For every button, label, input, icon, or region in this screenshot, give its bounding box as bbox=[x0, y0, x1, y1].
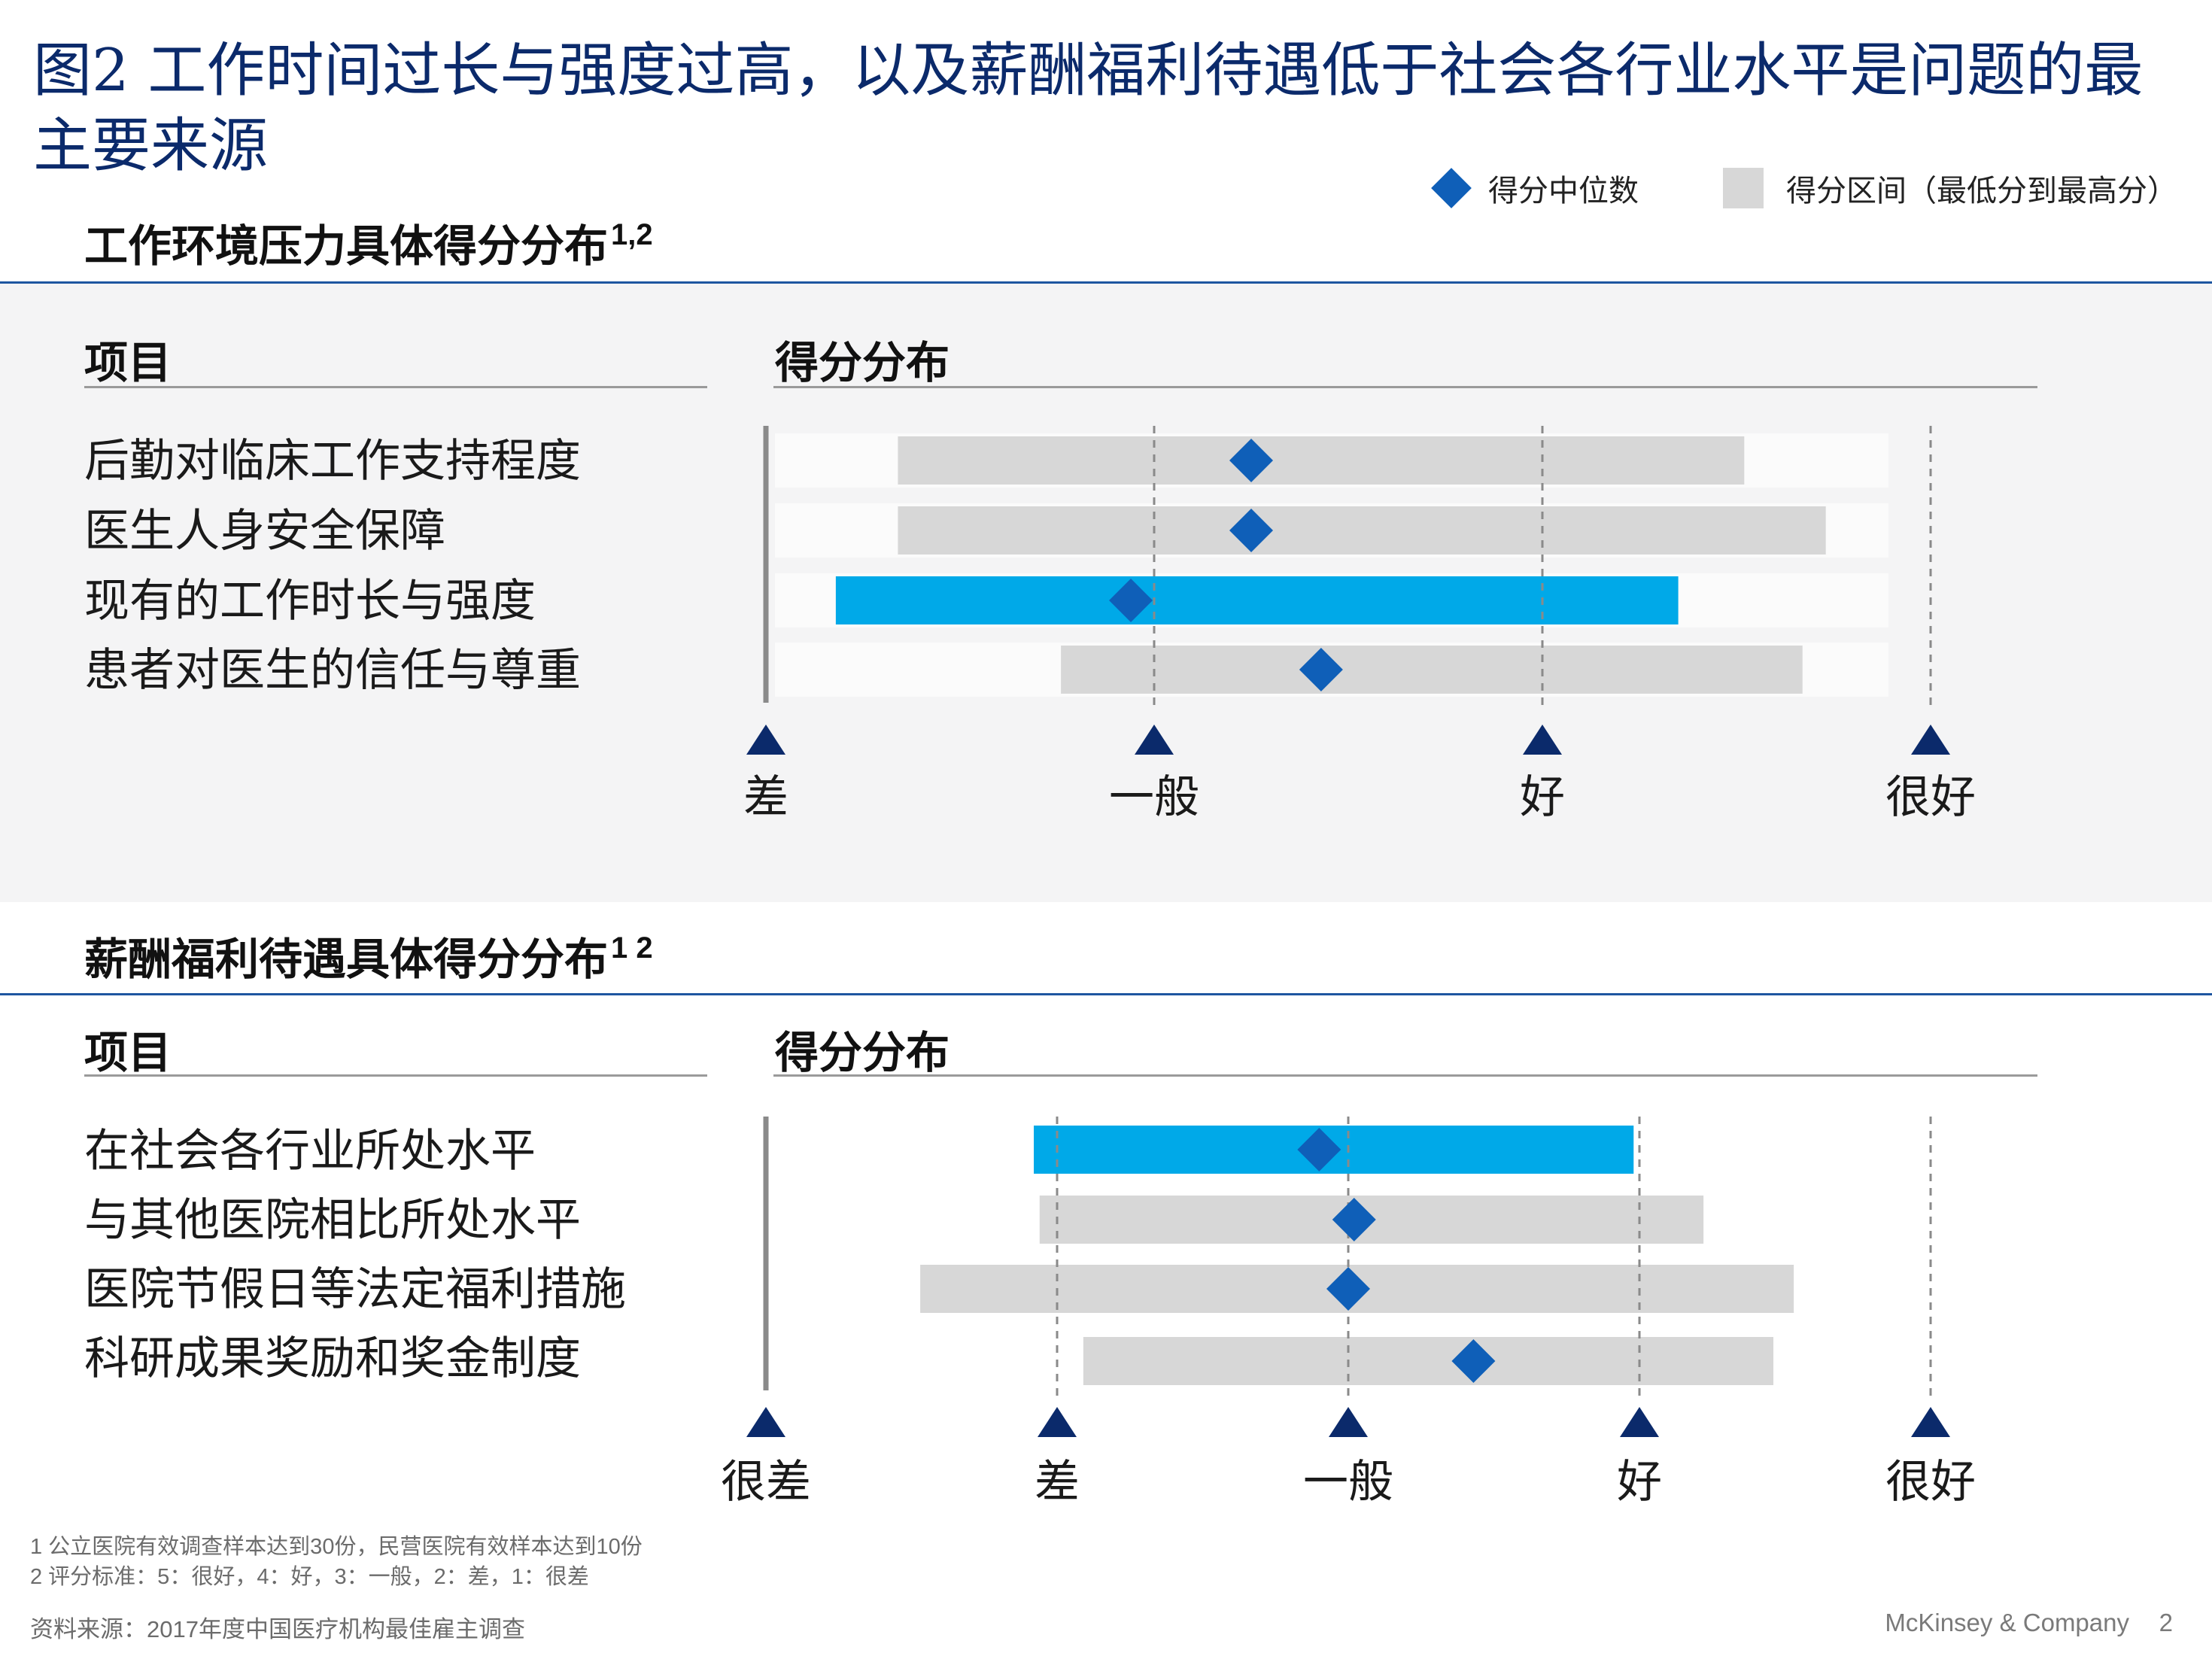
chart2-median-marker-4 bbox=[1451, 1339, 1496, 1383]
chart2-median-marker-3 bbox=[1326, 1267, 1370, 1311]
range-box-icon bbox=[1723, 168, 1764, 208]
chart1-tick-triangle-2 bbox=[1135, 725, 1174, 755]
chart1-item-header: 项目 bbox=[84, 337, 172, 388]
chart2-item-header: 项目 bbox=[84, 1027, 172, 1078]
chart1-median-marker-1 bbox=[1229, 439, 1273, 482]
chart1-row-label-2: 医生人身安全保障 bbox=[84, 505, 445, 558]
chart2-tick-label-5: 很好 bbox=[1885, 1456, 1976, 1509]
chart2-tick-triangle-5 bbox=[1911, 1407, 1950, 1437]
source-note: 资料来源：2017年度中国医疗机构最佳雇主调查 bbox=[30, 1616, 525, 1642]
chart2-median-marker-2 bbox=[1332, 1198, 1376, 1241]
chart1-score-header: 得分分布 bbox=[775, 337, 950, 388]
chart1-tick-triangle-3 bbox=[1523, 725, 1562, 755]
brand-name: McKinsey & Company bbox=[1885, 1609, 2129, 1636]
chart1-range-bar-3 bbox=[835, 576, 1679, 624]
chart2-row-label-2: 与其他医院相比所处水平 bbox=[84, 1194, 581, 1247]
chart1-title: 工作环境压力具体得分分布 1,2 bbox=[84, 218, 653, 272]
chart2-row-label-3: 医院节假日等法定福利措施 bbox=[84, 1263, 626, 1316]
page-number: 2 bbox=[2159, 1609, 2173, 1636]
legend-range-label: 得分区间（最低分到最高分） bbox=[1786, 174, 2177, 208]
chart2-score-rule bbox=[773, 1074, 2037, 1077]
legend-range: 得分区间（最低分到最高分） bbox=[1723, 167, 2177, 209]
footnote-2: 2 评分标准：5：很好，4：好，3：一般，2：差，1：很差 bbox=[30, 1565, 589, 1589]
chart2-tick-triangle-2 bbox=[1038, 1407, 1077, 1437]
chart1-median-marker-2 bbox=[1229, 509, 1273, 552]
chart1-tick-label-1: 差 bbox=[743, 771, 788, 824]
chart1-tick-label-2: 一般 bbox=[1109, 771, 1199, 824]
chart2-row-label-4: 科研成果奖励和奖金制度 bbox=[84, 1332, 581, 1385]
chart1-score-rule bbox=[773, 386, 2037, 388]
legend-median-label: 得分中位数 bbox=[1488, 174, 1639, 208]
chart2-row-label-1: 在社会各行业所处水平 bbox=[84, 1125, 536, 1177]
chart1-tick-triangle-1 bbox=[746, 725, 785, 755]
chart1-range-bar-2 bbox=[898, 506, 1826, 555]
chart2-tick-triangle-1 bbox=[746, 1407, 785, 1437]
chart2-range-bar-4 bbox=[1083, 1337, 1774, 1385]
chart1-title-footnote-marker: 1,2 bbox=[611, 218, 653, 251]
chart1-median-marker-4 bbox=[1299, 648, 1343, 691]
chart1-row-label-1: 后勤对临床工作支持程度 bbox=[84, 435, 581, 488]
chart1-row-label-3: 现有的工作时长与强度 bbox=[84, 575, 536, 627]
chart1-item-rule bbox=[84, 386, 707, 388]
chart1-range-bar-1 bbox=[898, 436, 1745, 485]
chart1-tick-label-4: 很好 bbox=[1885, 771, 1976, 824]
chart1-tick-triangle-4 bbox=[1911, 725, 1950, 755]
chart2-tick-label-4: 好 bbox=[1617, 1456, 1662, 1509]
chart2-median-marker-1 bbox=[1297, 1128, 1341, 1171]
chart2-title-footnote-marker: 1 2 bbox=[611, 931, 653, 965]
page-title: 图2 工作时间过长与强度过高，以及薪酬福利待遇低于社会各行业水平是问题的最主要来… bbox=[33, 37, 2144, 180]
chart2-tick-triangle-4 bbox=[1620, 1407, 1659, 1437]
chart2-item-rule bbox=[84, 1074, 707, 1077]
chart1-range-bar-4 bbox=[1061, 646, 1803, 694]
chart2-tick-label-2: 差 bbox=[1035, 1456, 1080, 1509]
chart2-title: 薪酬福利待遇具体得分分布 1 2 bbox=[84, 931, 653, 985]
chart2-tick-label-1: 很差 bbox=[721, 1456, 811, 1509]
chart1-row-label-4: 患者对医生的信任与尊重 bbox=[84, 644, 581, 697]
chart2-score-header: 得分分布 bbox=[775, 1027, 950, 1078]
chart2-panel bbox=[0, 993, 2212, 1515]
chart2-tick-label-3: 一般 bbox=[1303, 1456, 1393, 1509]
chart1-tick-label-3: 好 bbox=[1520, 771, 1565, 824]
chart2-tick-triangle-3 bbox=[1329, 1407, 1368, 1437]
legend-median: 得分中位数 bbox=[1431, 167, 1639, 209]
chart1-median-marker-3 bbox=[1109, 579, 1153, 622]
footnote-1: 1 公立医院有效调查样本达到30份，民营医院有效样本达到10份 bbox=[30, 1535, 643, 1559]
